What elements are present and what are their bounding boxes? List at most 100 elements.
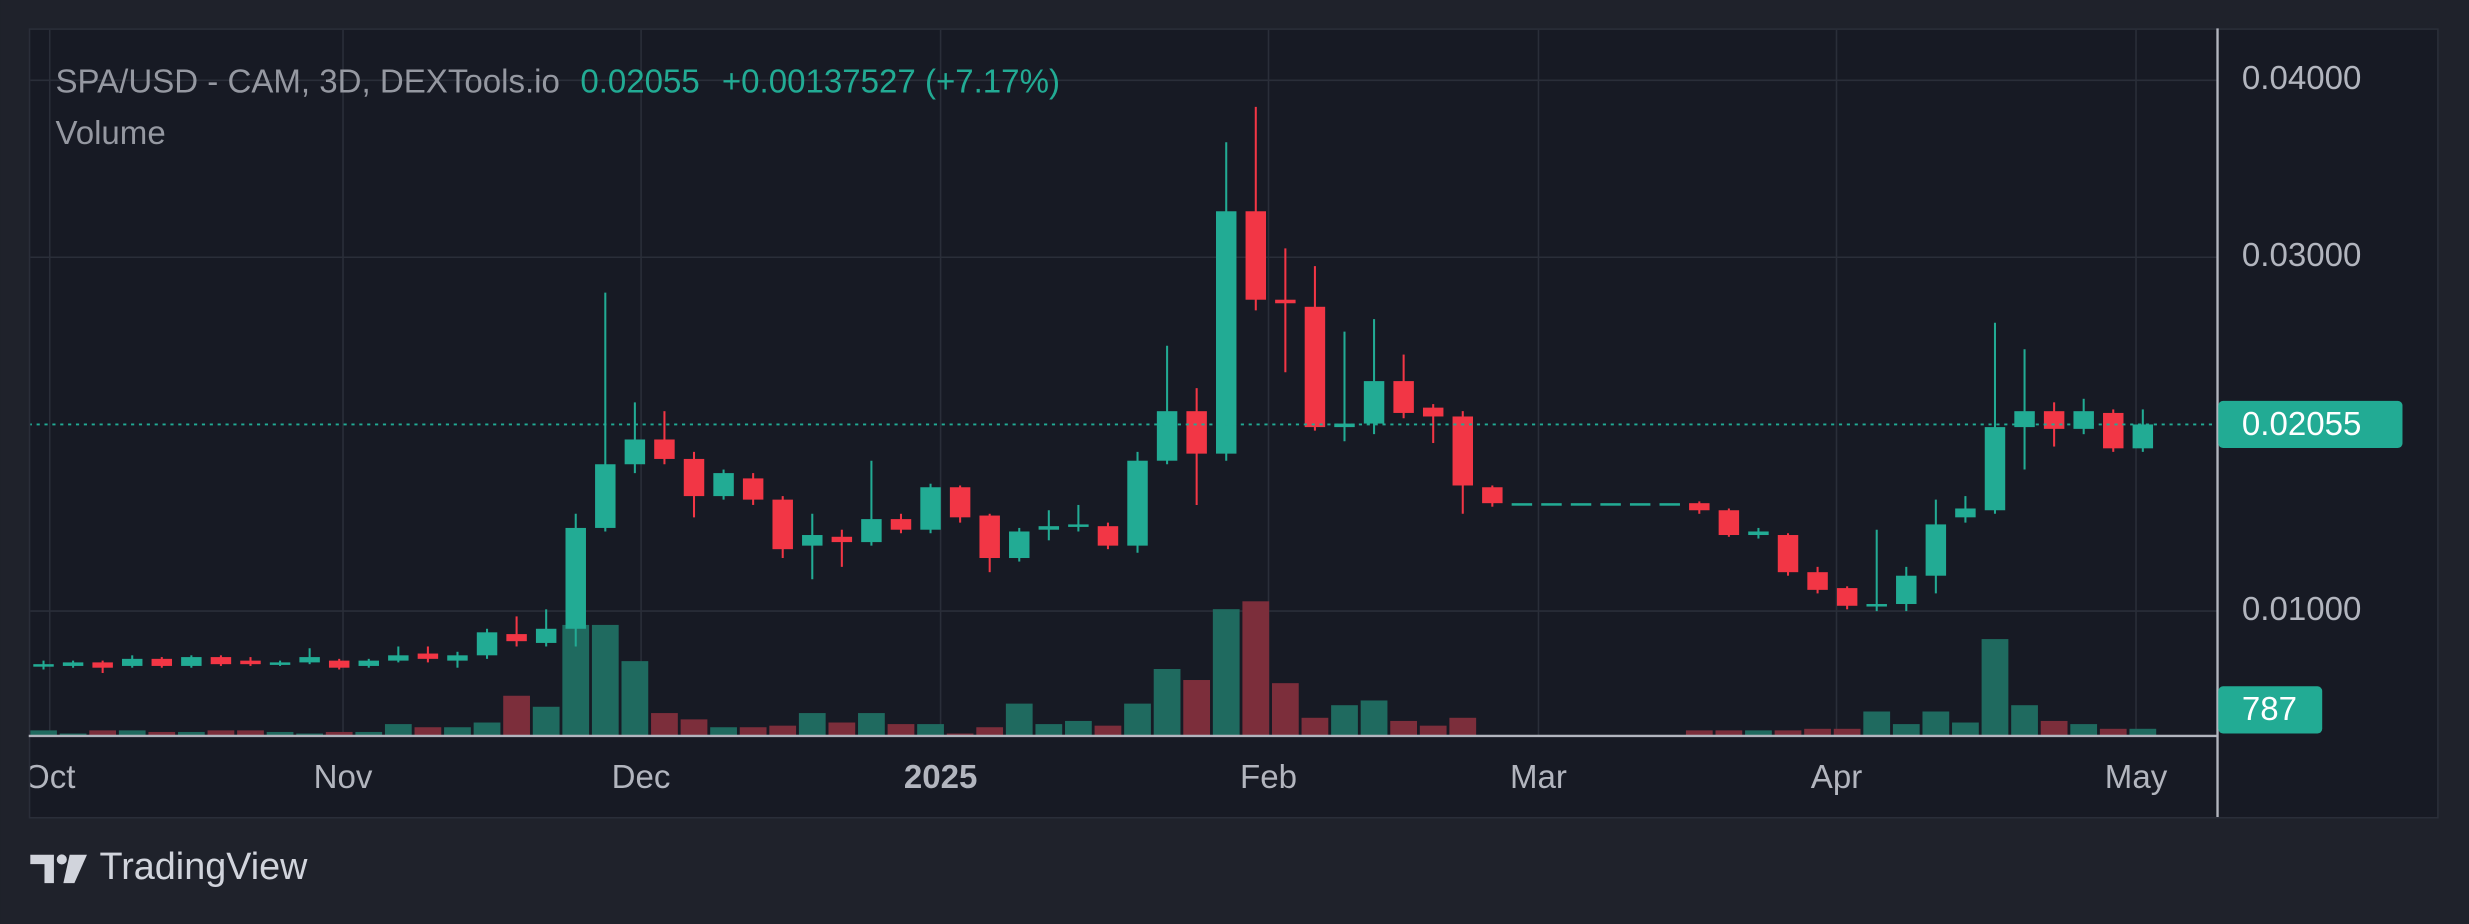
candle-body (1955, 508, 1976, 518)
volume-bar (503, 695, 530, 736)
x-axis-labels: Oct Nov Dec 2025 Feb Mar Apr May (30, 759, 2168, 796)
last-price-label: 0.02055 (2242, 406, 2361, 443)
x-tick-label: Nov (314, 759, 373, 796)
candle-body (1275, 299, 1296, 304)
candle-body (1659, 503, 1680, 506)
volume-bar (2070, 724, 2098, 736)
candle-body (920, 487, 941, 530)
volume-bar (2011, 705, 2038, 736)
candle-body (476, 632, 498, 656)
candle-body (92, 662, 113, 668)
volume-bar (89, 730, 117, 736)
candle-body (1896, 575, 1917, 605)
grid (30, 29, 2217, 736)
volume-bar (118, 730, 146, 736)
volume-bar (1715, 730, 1743, 736)
candle-body (1009, 531, 1030, 559)
price-change: +0.00137527 (+7.17%) (722, 63, 1060, 100)
volume-bar (828, 722, 856, 736)
volume-bar (266, 731, 294, 736)
volume-bar (710, 727, 737, 736)
volume-bar (1981, 639, 2009, 736)
candle-body (1245, 211, 1267, 300)
volume-bar (1922, 711, 1950, 736)
candle-body (831, 536, 853, 543)
candle-body (1215, 211, 1237, 454)
brand-logo (30, 854, 87, 884)
candle-body (1363, 381, 1385, 424)
volume-bar (2129, 728, 2157, 736)
volume-bar (769, 725, 797, 736)
volume-bar (1833, 728, 1861, 736)
volume-bar (1153, 668, 1181, 736)
volume-bar (651, 713, 678, 736)
volume-bar (355, 731, 383, 736)
candle-body (1422, 407, 1444, 417)
candle-body (1393, 381, 1414, 413)
candle-body (565, 527, 586, 629)
candle-body (181, 657, 202, 666)
volume-bar (858, 713, 885, 736)
candle-body (2073, 411, 2094, 429)
volume-bar (444, 727, 471, 736)
volume-bar (798, 713, 826, 736)
candle-body (328, 660, 350, 668)
brand: TradingView (100, 846, 309, 888)
volume-bar (532, 706, 560, 736)
volume-bar (739, 727, 767, 736)
candle-body (240, 660, 261, 665)
volume-bar (1271, 683, 1299, 736)
volume-bar (1360, 700, 1388, 736)
candle-body (1836, 588, 1858, 606)
candle-body (1925, 524, 1947, 576)
volume-bar (1419, 725, 1447, 736)
candle-body (979, 515, 1000, 559)
candle-body (1600, 503, 1621, 506)
candle-layer (30, 106, 2217, 674)
candle-body (1777, 535, 1799, 573)
candle-body (1866, 604, 1887, 607)
candle-body (151, 658, 173, 666)
candle-body (624, 439, 646, 465)
candle-body (2014, 411, 2035, 428)
volume-bar (30, 730, 57, 736)
volume-bar (680, 719, 708, 736)
candle-body (595, 464, 616, 528)
y-axis: 0.01000 0.03000 0.04000 0.02055 787 (2218, 60, 2403, 734)
y-tick-label: 0.04000 (2242, 60, 2361, 97)
volume-bar (1242, 601, 1270, 736)
candle-body (1748, 531, 1769, 536)
volume-bar (1804, 728, 1831, 736)
symbol: SPA/USD - CAM, 3D, DEXTools.io (55, 63, 559, 100)
volume-bar (414, 727, 442, 736)
volume-bar (325, 731, 353, 736)
candle-body (535, 628, 557, 643)
volume-bar (473, 722, 501, 736)
candle-body (742, 478, 764, 500)
candle-body (33, 664, 54, 667)
candle-body (2132, 424, 2154, 449)
volume-bar (1892, 724, 1920, 736)
candle-body (861, 519, 882, 543)
candle-body (1482, 487, 1503, 504)
volume-bar (1449, 717, 1477, 736)
x-tick-label: May (2105, 759, 2168, 796)
volume-bar (1390, 720, 1418, 736)
candle-body (683, 458, 705, 497)
volume-bar (1331, 705, 1358, 736)
last-volume-box (2218, 686, 2323, 734)
x-tick-label: Mar (1510, 759, 1567, 796)
candle-body (1807, 572, 1828, 590)
y-tick-label: 0.03000 (2242, 237, 2361, 274)
candle-body (62, 662, 84, 666)
volume-bar (887, 724, 915, 736)
candle-body (269, 662, 291, 665)
candle-body (2103, 412, 2124, 449)
volume-bar (177, 731, 205, 736)
volume-bar (1774, 730, 1802, 736)
volume-title: Volume (55, 115, 165, 152)
volume-bar (1745, 730, 1772, 736)
last-price-box (2218, 400, 2403, 449)
